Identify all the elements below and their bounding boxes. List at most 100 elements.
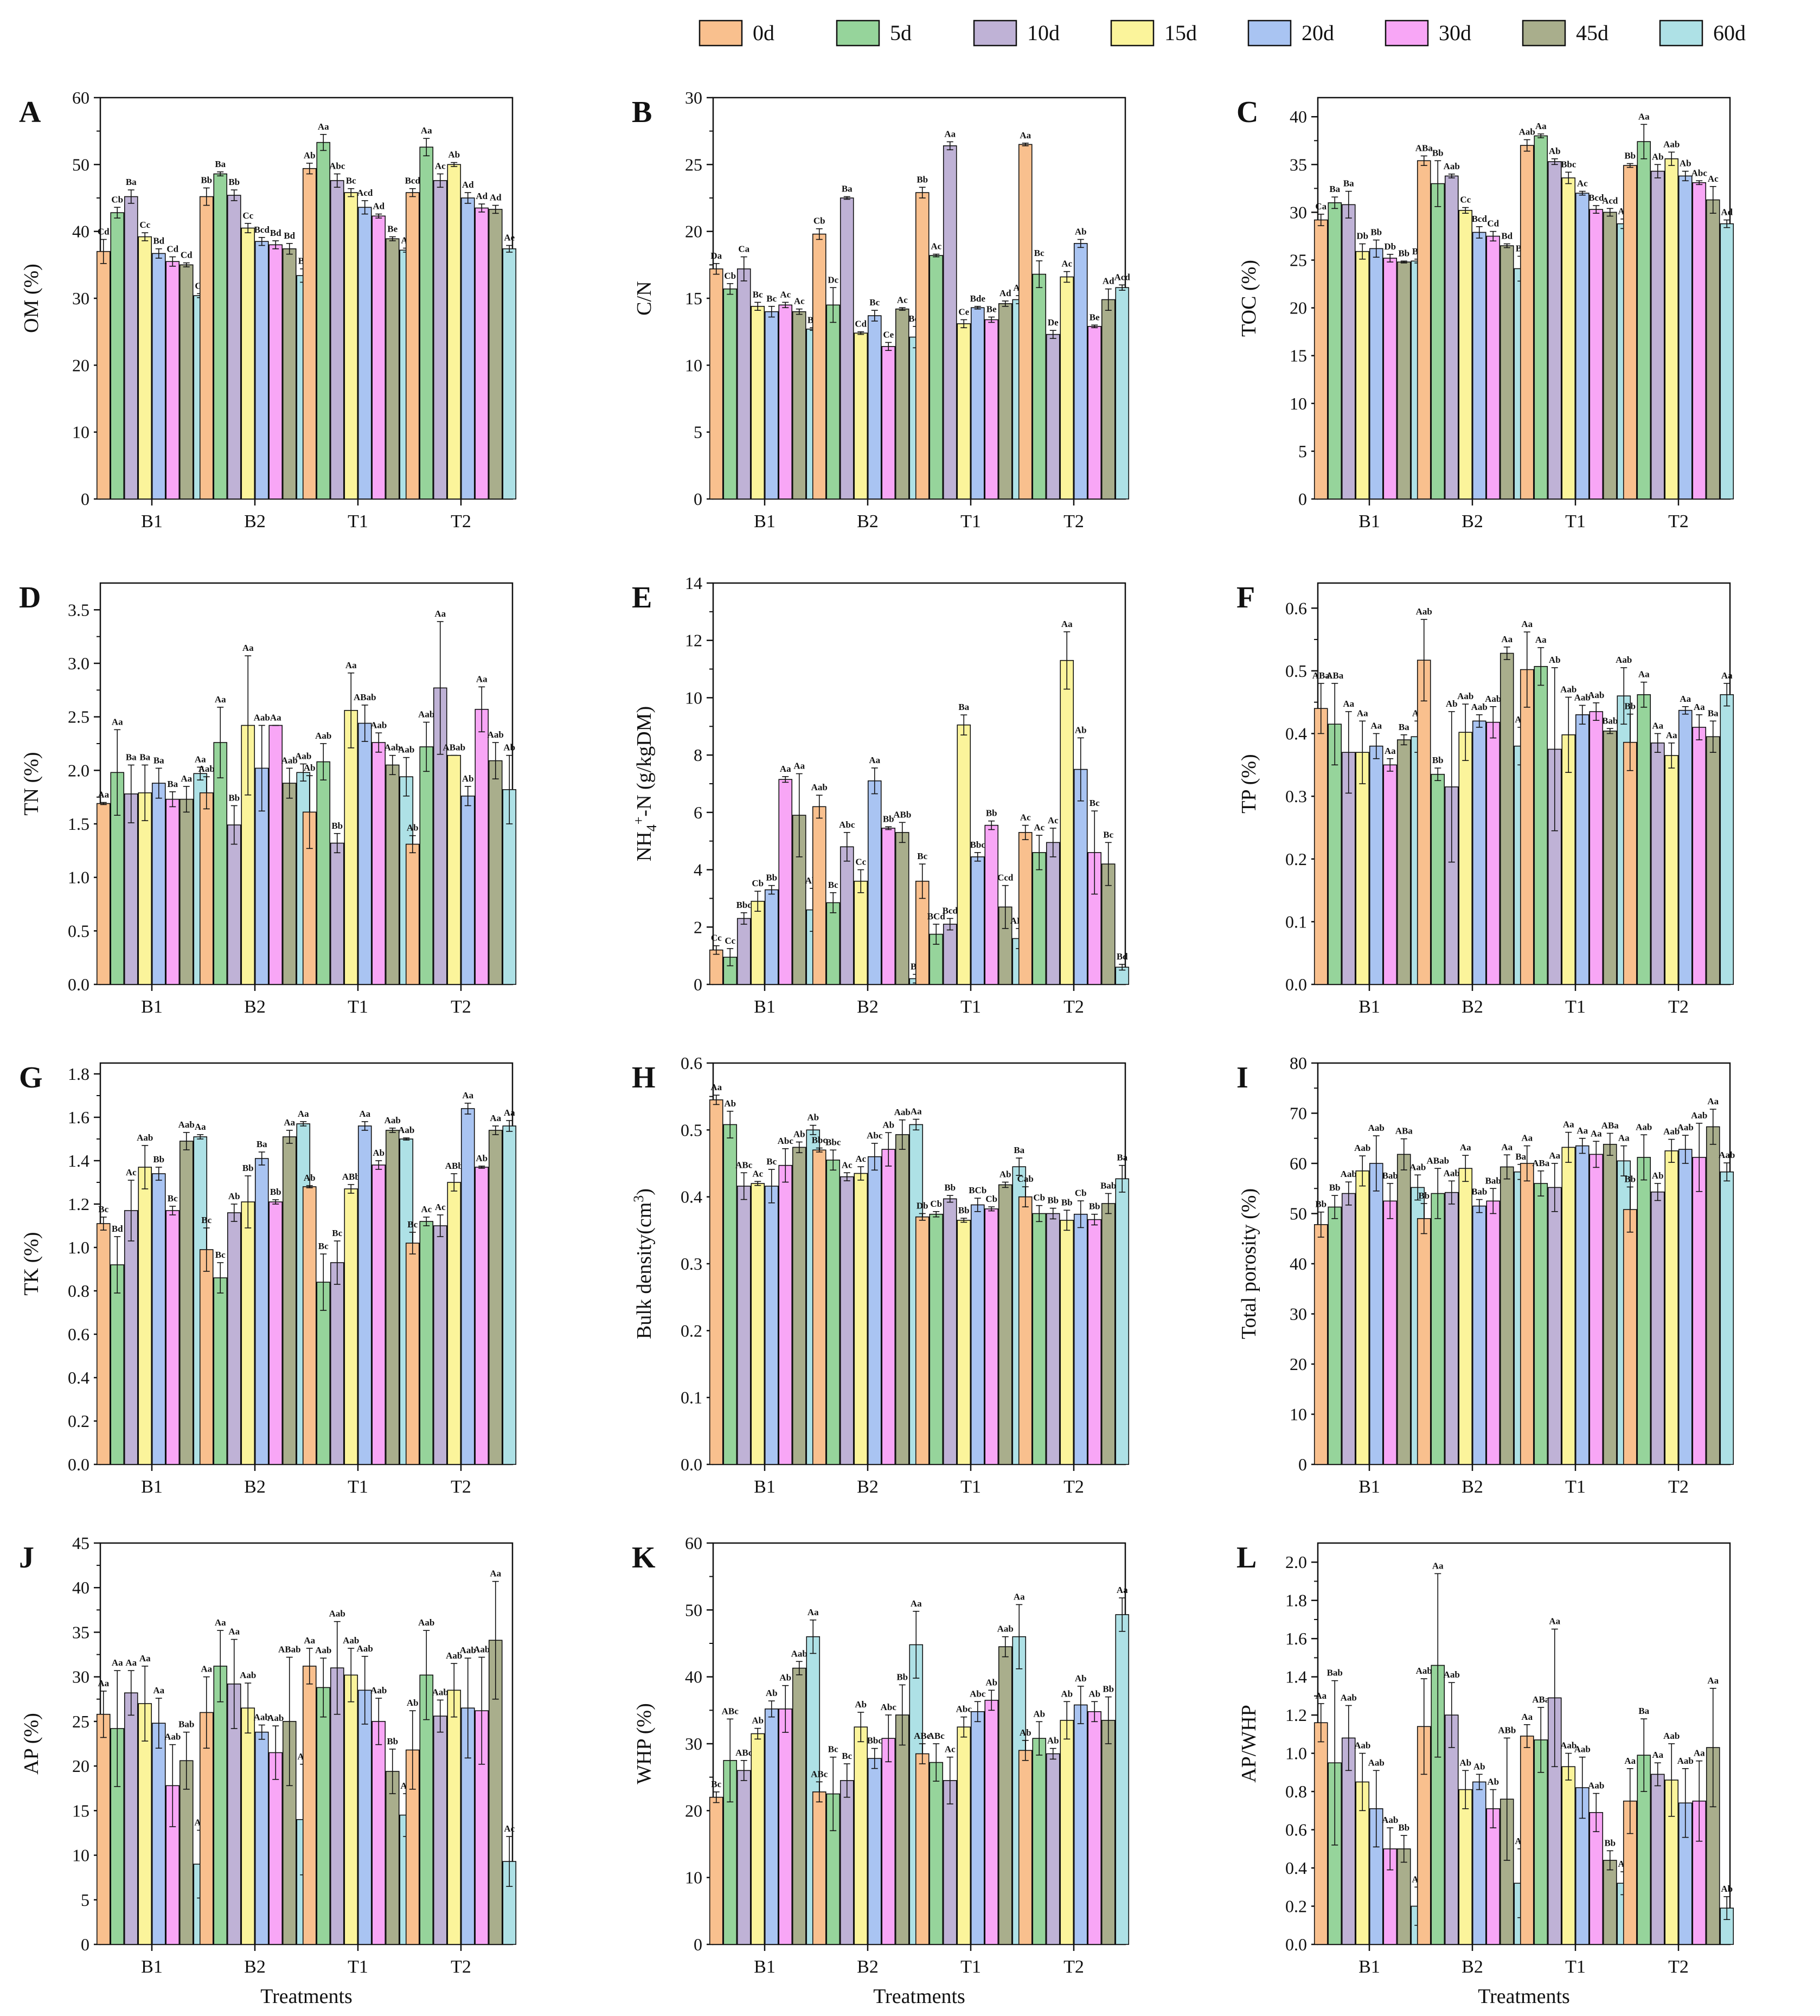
- sig-letter: Ab: [1549, 146, 1561, 156]
- bar-T2-5d: [1637, 694, 1651, 985]
- sig-letter: Cb: [724, 271, 736, 281]
- sig-letter: Ac: [435, 161, 446, 171]
- sig-letter: Aab: [198, 764, 215, 774]
- sig-letter: Bb: [896, 1672, 908, 1682]
- bar-B2-30d: [1486, 721, 1501, 985]
- bar-T1-10d: [943, 1780, 957, 1945]
- sig-letter: Ac: [421, 1204, 432, 1214]
- sig-letter: Bc: [1103, 829, 1113, 840]
- bar-T2-45d: [1101, 299, 1116, 500]
- sig-letter: Ab: [228, 1191, 240, 1201]
- bar-T2-45d: [1706, 1126, 1720, 1465]
- sig-letter: Aa: [1680, 694, 1691, 704]
- sig-letter: Aa: [359, 1109, 370, 1119]
- bar-T2-20d: [1073, 1704, 1088, 1945]
- sig-letter: Aa: [911, 1598, 922, 1609]
- bar-T1-15d: [957, 724, 971, 985]
- sig-letter: Cc: [855, 857, 866, 867]
- y-tick-label: 0.1: [681, 1388, 702, 1407]
- sig-letter: Ba: [153, 755, 164, 765]
- bar-B2-5d: [213, 742, 228, 985]
- y-tick-label: 0.0: [681, 1455, 702, 1474]
- x-tick-label-B2: B2: [1462, 1477, 1483, 1497]
- sig-letter: Bc: [1034, 248, 1044, 258]
- bar-B1-10d: [124, 793, 138, 985]
- sig-letter: Db: [1384, 241, 1396, 252]
- legend-item-60d: 60d: [1659, 20, 1746, 47]
- x-axis-label: Treatments: [873, 1985, 965, 2008]
- sig-letter: Bde: [970, 293, 986, 304]
- y-tick-label: 1.6: [1285, 1629, 1307, 1648]
- bar-B2-10d: [227, 824, 241, 985]
- panel-letter: D: [19, 581, 41, 615]
- bar-T2-15d: [447, 1689, 462, 1945]
- sig-letter: Aab: [1341, 1169, 1357, 1179]
- sig-letter: Cc: [139, 220, 150, 230]
- sig-letter: Aa: [1535, 121, 1547, 131]
- y-tick-label: 0.6: [1285, 1820, 1307, 1840]
- sig-letter: Bcd: [1588, 193, 1604, 203]
- sig-letter: Bd: [1117, 951, 1128, 962]
- y-tick-label: 0: [81, 489, 89, 509]
- sig-letter: Aa: [1521, 1712, 1533, 1722]
- sig-letter: Aa: [1370, 721, 1382, 731]
- sig-letter: Aab: [357, 1643, 373, 1654]
- sig-letter: Bb: [1329, 1182, 1341, 1193]
- bar-T1-20d: [970, 1204, 985, 1465]
- sig-letter: Bb: [242, 1163, 254, 1173]
- bar-B1-45d: [792, 311, 806, 500]
- sig-letter: Aa: [125, 1657, 137, 1668]
- bar-B1-30d: [778, 779, 793, 985]
- y-tick-label: 0.0: [1285, 1935, 1307, 1954]
- bar-B2-45d: [895, 1134, 909, 1465]
- sig-letter: ABb: [893, 809, 911, 820]
- sig-letter: Aa: [504, 1108, 515, 1118]
- bar-T1-0d: [1520, 1163, 1534, 1465]
- bar-T1-20d: [1575, 1145, 1590, 1465]
- sig-letter: Aab: [398, 745, 414, 755]
- sig-letter: Aa: [112, 716, 123, 727]
- sig-letter: Ba: [1708, 708, 1719, 718]
- panel-letter: E: [632, 581, 652, 615]
- bar-T1-5d: [929, 1213, 944, 1465]
- sig-letter: Abc: [839, 820, 855, 830]
- bar-B1-10d: [1341, 1193, 1356, 1465]
- y-tick-label: 30: [72, 1667, 89, 1687]
- bar-B1-20d: [151, 253, 166, 500]
- bar-B1-5d: [1328, 202, 1342, 500]
- bar-T2-15d: [1060, 1220, 1074, 1465]
- bar-T2-0d: [1623, 1800, 1637, 1945]
- sig-letter: Ba: [139, 752, 150, 762]
- bar-B1-30d: [778, 304, 793, 500]
- bar-T1-0d: [915, 1216, 930, 1465]
- panel-I: I 0 10 20 30 40 50 60 70 80 Total porosity (%) B1 Bb…: [1236, 1053, 1735, 1497]
- bar-B1-30d: [1383, 764, 1398, 985]
- bar-B2-30d: [268, 725, 283, 985]
- y-axis-label: C/N: [633, 281, 656, 315]
- bar-B2-10d: [1444, 175, 1459, 500]
- sig-letter: ABc: [722, 1706, 739, 1716]
- bar-T1-45d: [1603, 212, 1617, 500]
- bar-T1-5d: [1534, 665, 1548, 985]
- y-tick-label: 14: [685, 573, 702, 593]
- sig-letter: Bc: [869, 297, 880, 308]
- y-tick-label: 25: [685, 155, 702, 174]
- sig-letter: Ac: [897, 295, 908, 305]
- bar-B1-0d: [709, 268, 723, 500]
- y-tick-label: 5: [1298, 441, 1307, 461]
- y-tick-label: 30: [1290, 1304, 1307, 1324]
- bar-B1-10d: [736, 268, 751, 500]
- sig-letter: Aa: [345, 660, 357, 670]
- bar-B2-45d: [1499, 245, 1514, 500]
- bar-T2-60d: [1115, 1178, 1130, 1465]
- x-tick-label-B1: B1: [754, 1477, 776, 1497]
- sig-letter: ABa: [1532, 1694, 1550, 1705]
- x-tick-label-B2: B2: [244, 1957, 266, 1977]
- bar-B1-5d: [110, 212, 125, 500]
- sig-letter: Bc: [346, 176, 356, 186]
- bar-T2-30d: [475, 1167, 489, 1465]
- bar-T1-20d: [970, 856, 985, 985]
- bar-T1-45d: [1603, 731, 1617, 985]
- sig-letter: Bb: [1624, 1174, 1636, 1184]
